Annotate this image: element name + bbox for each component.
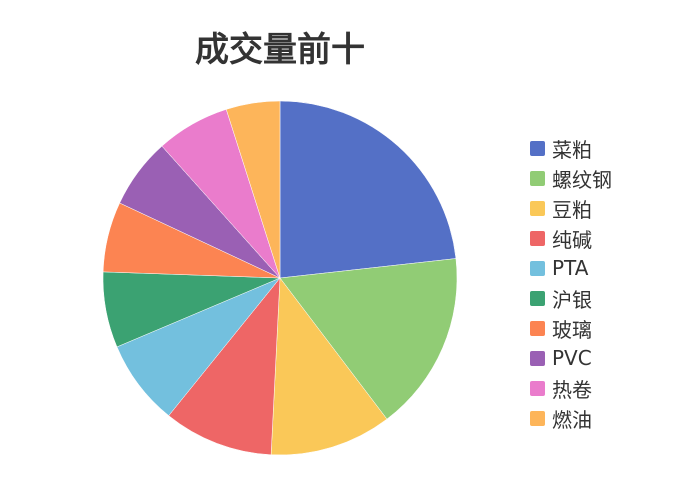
legend-label: 纯碱	[552, 227, 592, 252]
legend-item[interactable]: PVC	[530, 343, 612, 373]
legend-item[interactable]: 热卷	[530, 373, 612, 403]
legend-swatch	[530, 230, 545, 246]
legend-label: 燃油	[552, 407, 592, 432]
legend-label: 玻璃	[552, 317, 592, 342]
pie-slice-0[interactable]	[279, 100, 457, 279]
legend-swatch	[530, 350, 545, 366]
legend-label: 热卷	[552, 377, 592, 402]
legend-swatch	[530, 320, 545, 336]
chart-title: 成交量前十	[195, 30, 365, 70]
legend-item[interactable]: PTA	[530, 253, 612, 283]
pie-slice-3[interactable]	[168, 277, 281, 456]
legend-swatch	[530, 380, 545, 396]
legend-swatch	[530, 260, 545, 276]
legend-item[interactable]: 燃油	[530, 403, 612, 433]
legend-swatch	[530, 200, 545, 216]
legend-label: PVC	[552, 346, 592, 370]
legend-swatch	[530, 170, 545, 186]
legend-item[interactable]: 玻璃	[530, 313, 612, 343]
legend-item[interactable]: 豆粕	[530, 193, 612, 223]
legend: 菜粕螺纹钢豆粕纯碱 PTA 沪银玻璃 PVC 热卷燃油	[530, 133, 612, 433]
legend-item[interactable]: 螺纹钢	[530, 163, 612, 193]
legend-label: PTA	[552, 256, 589, 280]
legend-label: 菜粕	[552, 137, 592, 162]
pie-slice-1[interactable]	[279, 258, 458, 420]
legend-label: 豆粕	[552, 197, 592, 222]
pie-slice-9[interactable]	[225, 100, 281, 279]
legend-item[interactable]: 沪银	[530, 283, 612, 313]
legend-label: 沪银	[552, 287, 592, 312]
legend-item[interactable]: 纯碱	[530, 223, 612, 253]
pie-slice-2[interactable]	[270, 277, 388, 456]
legend-item[interactable]: 菜粕	[530, 133, 612, 163]
legend-swatch	[530, 140, 545, 156]
legend-label: 螺纹钢	[552, 167, 612, 192]
legend-swatch	[530, 290, 545, 306]
legend-swatch	[530, 410, 545, 426]
